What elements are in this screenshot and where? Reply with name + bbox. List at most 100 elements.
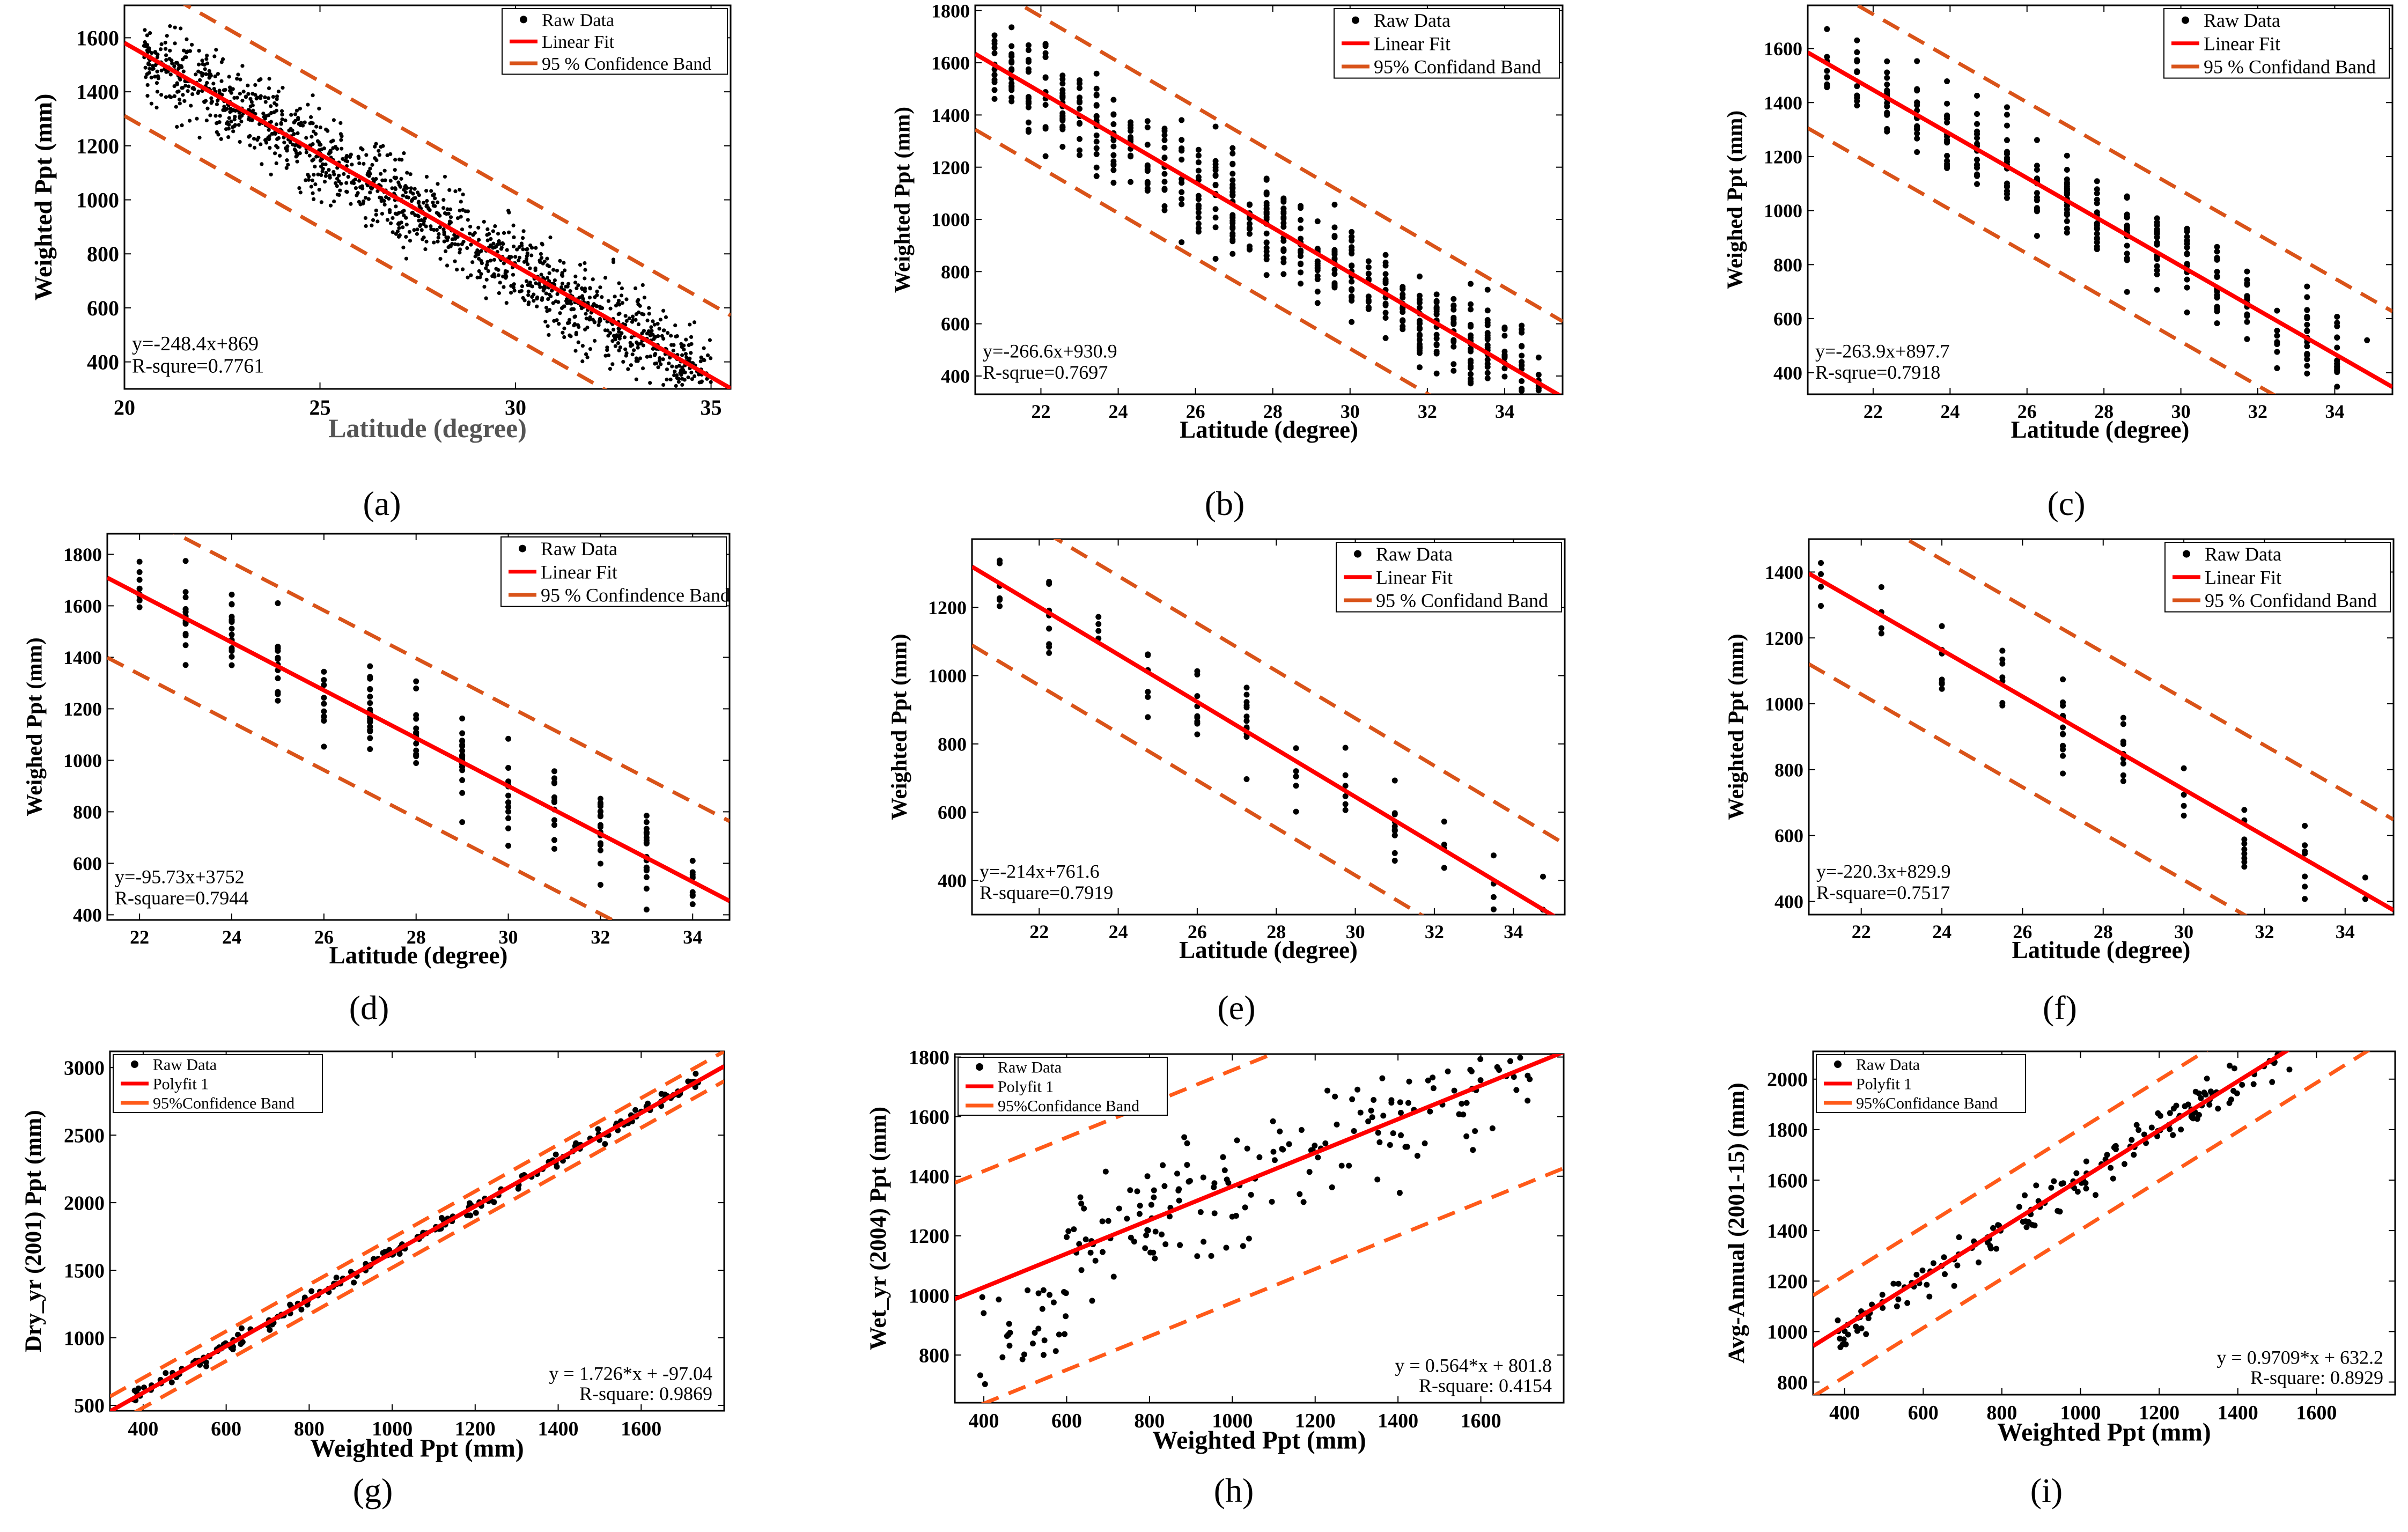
x-tick-label: 26 xyxy=(314,926,334,948)
raw-data-point xyxy=(560,282,565,286)
raw-data-point xyxy=(168,72,173,77)
raw-data-point xyxy=(1468,323,1474,330)
raw-data-point xyxy=(1484,357,1491,363)
raw-data-point xyxy=(383,178,387,182)
raw-data-point xyxy=(1077,94,1083,101)
raw-data-point xyxy=(1039,1306,1045,1312)
raw-data-point xyxy=(444,249,448,253)
raw-data-point xyxy=(2124,251,2130,257)
raw-data-point xyxy=(676,380,681,384)
raw-data-point xyxy=(1501,325,1508,331)
raw-data-point xyxy=(355,193,359,197)
legend-marker-raw xyxy=(976,1063,983,1071)
raw-data-point xyxy=(2334,313,2340,320)
raw-data-point xyxy=(502,231,506,235)
fit-equation-annotation: y=-95.73x+3752 xyxy=(115,866,245,888)
raw-data-point xyxy=(597,813,603,820)
raw-data-point xyxy=(1944,100,1950,107)
raw-data-point xyxy=(2304,356,2310,363)
raw-data-point xyxy=(1433,370,1440,377)
raw-data-point xyxy=(1459,1101,1465,1107)
raw-data-point xyxy=(413,716,419,722)
raw-data-point xyxy=(1179,201,1185,208)
raw-data-point xyxy=(393,158,397,162)
raw-data-point xyxy=(253,93,257,97)
raw-data-point xyxy=(573,314,577,319)
raw-data-point xyxy=(1293,773,1299,779)
raw-data-point xyxy=(1974,157,1980,163)
raw-data-point xyxy=(1365,270,1372,277)
raw-data-point xyxy=(490,274,495,278)
x-tick-label: 25 xyxy=(310,395,331,419)
raw-data-point xyxy=(2148,1124,2155,1131)
raw-data-point xyxy=(144,75,148,79)
raw-data-point xyxy=(996,1297,1002,1303)
raw-data-point xyxy=(651,319,655,323)
y-tick-label: 3000 xyxy=(64,1057,105,1080)
raw-data-point xyxy=(2304,294,2310,300)
y-tick-label: 1400 xyxy=(909,1166,949,1188)
raw-data-point xyxy=(224,121,229,126)
raw-data-point xyxy=(290,128,294,132)
raw-data-point xyxy=(636,359,640,363)
raw-data-point xyxy=(658,318,662,322)
x-tick-label: 1400 xyxy=(1378,1410,1418,1432)
raw-data-point xyxy=(364,153,369,157)
raw-data-point xyxy=(1375,1130,1381,1136)
raw-data-point xyxy=(279,121,283,125)
raw-data-point xyxy=(1095,628,1102,634)
x-tick-label: 28 xyxy=(2094,401,2114,422)
raw-data-point xyxy=(196,62,201,67)
raw-data-point xyxy=(1185,1179,1192,1185)
raw-data-point xyxy=(598,285,602,290)
y-tick-label: 800 xyxy=(87,242,119,266)
raw-data-point xyxy=(1405,1100,1411,1106)
raw-data-point xyxy=(293,112,298,116)
raw-data-point xyxy=(2094,186,2100,193)
raw-data-point xyxy=(2334,344,2340,351)
raw-data-point xyxy=(535,297,539,301)
raw-data-point xyxy=(185,37,189,41)
raw-data-point xyxy=(467,1200,473,1206)
raw-data-point xyxy=(1382,335,1389,341)
raw-data-point xyxy=(1263,230,1270,237)
raw-data-point xyxy=(1349,234,1355,240)
raw-data-point xyxy=(1179,148,1185,154)
raw-data-point xyxy=(545,309,549,313)
raw-data-point xyxy=(306,102,310,107)
raw-data-point xyxy=(1402,1144,1409,1150)
raw-data-point xyxy=(611,327,616,332)
raw-data-point xyxy=(136,558,143,565)
raw-data-point xyxy=(364,224,368,229)
raw-data-point xyxy=(200,58,204,63)
raw-data-point xyxy=(665,331,670,335)
raw-data-point xyxy=(1211,1210,1218,1217)
raw-data-point xyxy=(1451,1087,1457,1094)
raw-data-point xyxy=(1208,1253,1214,1259)
raw-data-point xyxy=(1468,357,1474,364)
raw-data-point xyxy=(517,255,522,260)
raw-data-point xyxy=(1854,37,1860,43)
raw-data-point xyxy=(1298,225,1304,232)
x-tick-label: 1400 xyxy=(2218,1402,2258,1424)
y-axis-label: Weighed Ppt (mm) xyxy=(22,637,47,816)
raw-data-point xyxy=(274,122,278,127)
raw-data-point xyxy=(378,195,382,200)
raw-data-point xyxy=(991,95,998,102)
raw-data-point xyxy=(991,87,998,93)
raw-data-point xyxy=(155,90,159,94)
raw-data-point xyxy=(209,101,213,105)
raw-data-point xyxy=(1416,273,1423,279)
raw-data-point xyxy=(146,62,151,67)
raw-data-point xyxy=(1021,1351,1027,1358)
raw-data-point xyxy=(1093,70,1100,77)
raw-data-point xyxy=(1342,745,1349,751)
raw-data-point xyxy=(1270,1118,1276,1124)
raw-data-point xyxy=(177,97,182,102)
raw-data-point xyxy=(326,129,330,133)
raw-data-point xyxy=(318,158,323,163)
raw-data-point xyxy=(643,819,650,826)
raw-data-point xyxy=(156,53,160,57)
raw-data-point xyxy=(1008,94,1015,101)
y-axis-label: Dry_yr (2001) Ppt (mm) xyxy=(20,1110,46,1352)
